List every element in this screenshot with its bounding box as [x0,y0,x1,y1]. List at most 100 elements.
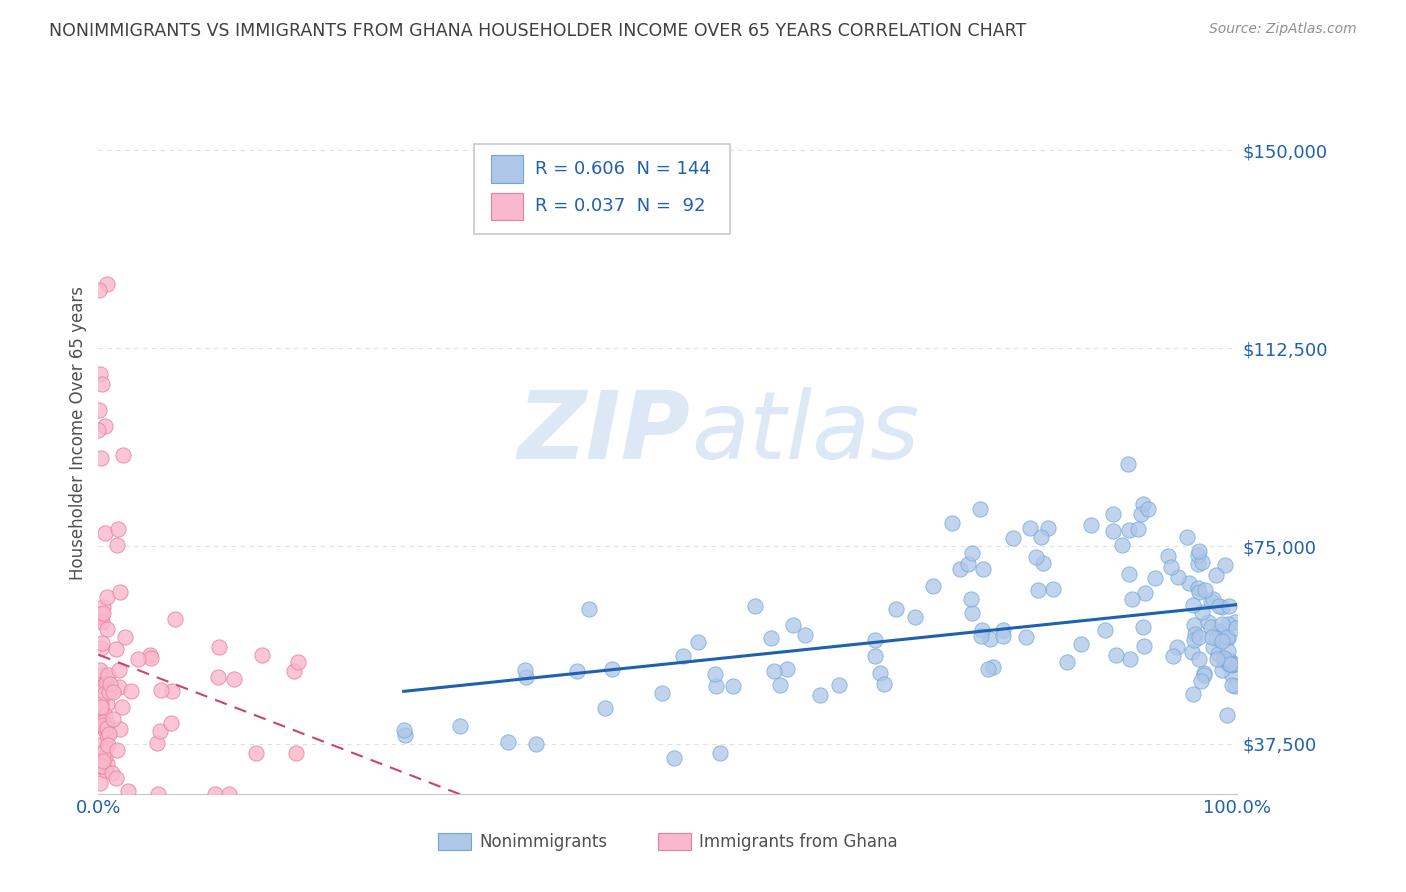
Point [1211,617,1233,632]
Point [285,747,308,761]
Point [91,759,114,773]
Point [89,367,111,381]
Point [959,592,981,607]
Point [763,665,786,679]
Point [93,673,115,687]
Point [977,662,1000,676]
Point [1105,648,1128,663]
Point [101,685,124,699]
Point [706,679,728,693]
Point [969,502,991,516]
Point [1216,631,1239,645]
Point [250,648,273,662]
Point [94,723,117,737]
Point [120,684,142,698]
Point [1175,530,1198,544]
Point [91,636,114,650]
Point [1080,518,1102,533]
Point [1132,497,1154,511]
Point [204,787,226,801]
Point [1102,507,1125,521]
Point [1202,640,1225,654]
Point [828,678,851,692]
Point [921,579,943,593]
Point [991,624,1014,638]
Point [222,672,245,686]
Text: atlas: atlas [690,387,920,478]
Point [162,684,184,698]
Point [90,377,112,392]
Point [565,665,588,679]
Point [1223,615,1246,630]
Point [114,630,136,644]
Point [793,628,815,642]
Point [207,640,229,654]
Point [972,562,994,576]
Point [526,737,548,751]
Point [1208,624,1230,638]
Point [94,686,117,700]
Point [1220,658,1243,673]
Point [107,522,129,536]
Point [91,607,114,621]
Point [207,670,229,684]
Point [148,724,170,739]
Point [1128,522,1150,536]
Point [287,655,309,669]
Point [104,771,127,785]
Point [165,612,187,626]
Point [662,751,685,765]
Point [979,632,1001,647]
Point [1101,524,1123,538]
Point [1218,599,1240,614]
Point [578,601,600,615]
Point [776,662,799,676]
Point [1194,666,1216,681]
Point [1192,667,1215,681]
Point [1133,586,1156,600]
Point [91,600,114,615]
Point [1219,655,1241,669]
Text: R = 0.037  N =  92: R = 0.037 N = 92 [534,197,704,216]
Point [1160,559,1182,574]
Point [87,423,110,437]
Point [1119,651,1142,665]
Point [744,599,766,613]
Text: Source: ZipAtlas.com: Source: ZipAtlas.com [1209,22,1357,37]
Point [1132,639,1154,653]
Point [1218,631,1240,645]
Point [87,711,110,725]
Point [91,607,114,622]
Point [960,606,983,620]
Point [283,664,305,678]
Point [1189,673,1212,688]
Point [93,711,115,725]
Point [1202,591,1225,606]
Point [117,783,139,797]
Point [808,688,831,702]
Point [515,669,537,683]
Point [127,651,149,665]
Point [91,755,114,769]
Point [94,707,117,722]
Bar [491,193,523,220]
Point [90,758,112,772]
Point [1213,651,1236,665]
Point [218,787,240,801]
Point [1118,566,1140,581]
Point [96,739,118,754]
Point [884,601,907,615]
Y-axis label: Householder Income Over 65 years: Householder Income Over 65 years [69,285,87,580]
Point [245,746,267,760]
Point [90,699,112,714]
Point [91,615,114,629]
Point [107,680,129,694]
Point [160,716,183,731]
Text: R = 0.606  N = 144: R = 0.606 N = 144 [534,160,710,178]
Point [1205,651,1227,665]
Point [1188,652,1211,666]
Point [1157,549,1180,564]
Point [869,665,891,680]
Point [108,722,131,736]
Point [1161,649,1184,664]
